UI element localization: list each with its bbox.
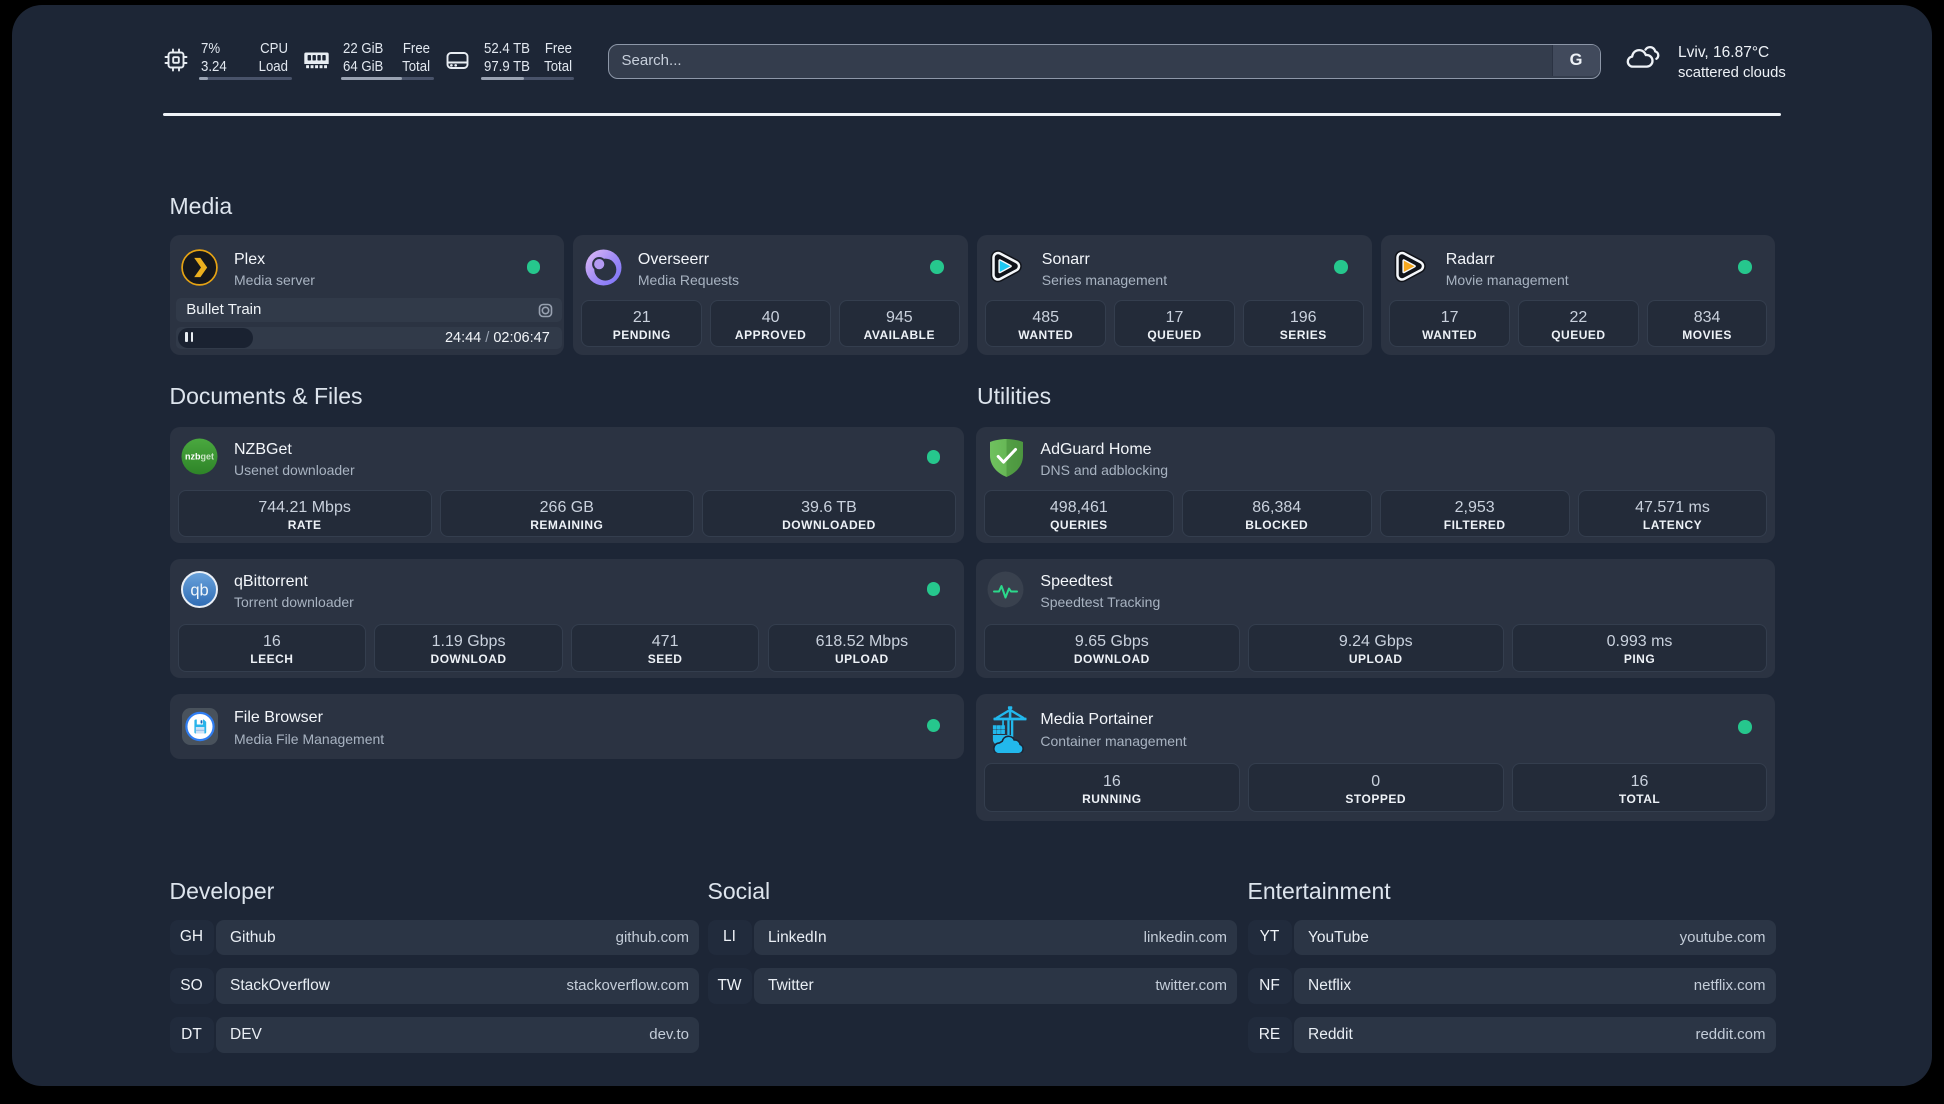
svg-text:nzbget: nzbget: [185, 451, 214, 461]
svg-text:qb: qb: [190, 581, 208, 599]
